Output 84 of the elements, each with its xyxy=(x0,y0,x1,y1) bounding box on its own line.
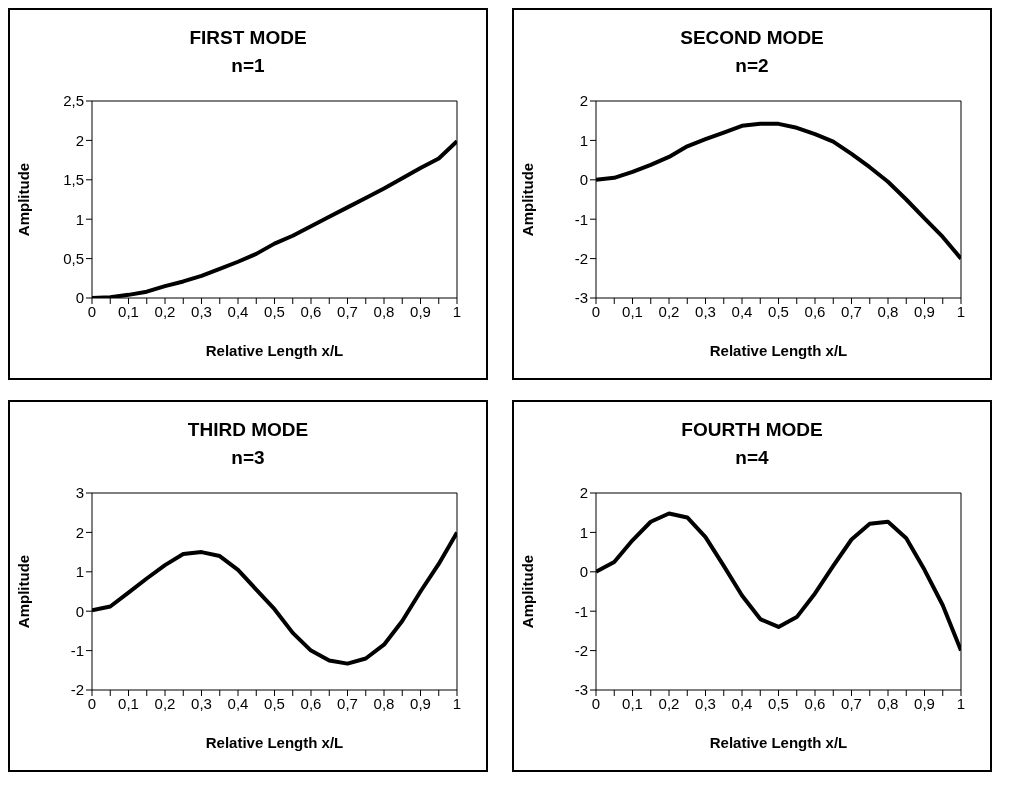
x-tick-label: 0 xyxy=(87,694,97,712)
chart-title: FIRST MODE xyxy=(188,26,308,50)
x-tick-label: 0 xyxy=(591,694,601,712)
chart-subtitle: n=2 xyxy=(734,54,770,78)
x-tick-label: 0,3 xyxy=(695,302,716,320)
x-tick-label: 0,1 xyxy=(622,302,643,320)
chart-subtitle: n=1 xyxy=(230,54,266,78)
y-axis-title: Amplitude xyxy=(15,554,33,629)
chart-title: SECOND MODE xyxy=(679,26,825,50)
y-axis-title: Amplitude xyxy=(519,162,537,237)
y-tick-label: 1,5 xyxy=(63,171,84,189)
x-tick-label: 1 xyxy=(452,694,462,712)
y-tick-label: 0 xyxy=(579,563,588,581)
y-tick-label: 1 xyxy=(75,563,84,581)
x-axis-title: Relative Length x/L xyxy=(709,342,848,359)
x-tick-label: 0,1 xyxy=(622,694,643,712)
x-tick-label: 0,8 xyxy=(373,694,395,712)
y-tick-label: 2 xyxy=(75,131,84,149)
chart-subtitle: n=3 xyxy=(230,446,266,470)
x-tick-label: 0,6 xyxy=(300,302,322,320)
x-tick-label: 0,3 xyxy=(191,302,212,320)
y-tick-label: 0 xyxy=(75,602,84,620)
y-tick-label: -2 xyxy=(70,681,84,699)
x-tick-label: 1 xyxy=(956,302,966,320)
y-tick-label: 1 xyxy=(75,210,84,228)
x-tick-label: 0,4 xyxy=(731,302,753,320)
x-tick-label: 0,5 xyxy=(768,694,789,712)
x-tick-label: 0,3 xyxy=(695,694,716,712)
chart-subtitle: n=4 xyxy=(734,446,770,470)
x-tick-label: 0,8 xyxy=(373,302,395,320)
x-tick-label: 1 xyxy=(452,302,462,320)
x-tick-label: 0,6 xyxy=(300,694,322,712)
x-tick-label: 0,2 xyxy=(658,302,680,320)
y-tick-label: -3 xyxy=(574,289,588,307)
y-tick-label: 1 xyxy=(579,523,588,541)
x-tick-label: 0 xyxy=(87,302,97,320)
x-tick-label: 0,7 xyxy=(841,694,862,712)
x-tick-label: 0 xyxy=(591,302,601,320)
chart-title: FOURTH MODE xyxy=(680,418,824,442)
x-tick-label: 0,6 xyxy=(804,694,826,712)
x-tick-label: 0,4 xyxy=(731,694,753,712)
y-tick-label: -2 xyxy=(574,249,588,267)
y-axis-title: Amplitude xyxy=(519,554,537,629)
x-tick-label: 0,3 xyxy=(191,694,212,712)
x-tick-label: 0,8 xyxy=(877,302,899,320)
x-tick-label: 0,1 xyxy=(118,302,139,320)
x-tick-label: 0,7 xyxy=(841,302,862,320)
x-tick-label: 0,2 xyxy=(658,694,680,712)
y-tick-label: 2 xyxy=(75,523,84,541)
y-tick-label: -1 xyxy=(574,210,588,228)
y-tick-label: -2 xyxy=(574,641,588,659)
y-tick-label: 0 xyxy=(75,289,84,307)
y-tick-label: 0,5 xyxy=(63,249,84,267)
x-tick-label: 0,2 xyxy=(154,302,176,320)
y-axis-title: Amplitude xyxy=(15,162,33,237)
x-axis-title: Relative Length x/L xyxy=(205,734,344,751)
x-tick-label: 0,9 xyxy=(914,302,935,320)
x-tick-label: 0,1 xyxy=(118,694,139,712)
x-tick-label: 1 xyxy=(956,694,966,712)
x-tick-label: 0,5 xyxy=(264,302,285,320)
y-tick-label: 2 xyxy=(579,92,588,110)
y-tick-label: -3 xyxy=(574,681,588,699)
x-tick-label: 0,7 xyxy=(337,694,358,712)
x-axis-title: Relative Length x/L xyxy=(709,734,848,751)
x-tick-label: 0,2 xyxy=(154,694,176,712)
y-tick-label: 2 xyxy=(579,484,588,502)
x-tick-label: 0,5 xyxy=(768,302,789,320)
x-tick-label: 0,7 xyxy=(337,302,358,320)
y-tick-label: -1 xyxy=(70,641,84,659)
x-tick-label: 0,5 xyxy=(264,694,285,712)
y-tick-label: 3 xyxy=(75,484,84,502)
x-tick-label: 0,9 xyxy=(410,302,431,320)
x-tick-label: 0,4 xyxy=(227,302,249,320)
x-tick-label: 0,4 xyxy=(227,694,249,712)
y-tick-label: 1 xyxy=(579,131,588,149)
x-tick-label: 0,9 xyxy=(410,694,431,712)
x-tick-label: 0,9 xyxy=(914,694,935,712)
x-tick-label: 0,8 xyxy=(877,694,899,712)
y-tick-label: 2,5 xyxy=(63,92,84,110)
x-axis-title: Relative Length x/L xyxy=(205,342,344,359)
y-tick-label: -1 xyxy=(574,602,588,620)
chart-title: THIRD MODE xyxy=(186,418,310,442)
y-tick-label: 0 xyxy=(579,171,588,189)
x-tick-label: 0,6 xyxy=(804,302,826,320)
